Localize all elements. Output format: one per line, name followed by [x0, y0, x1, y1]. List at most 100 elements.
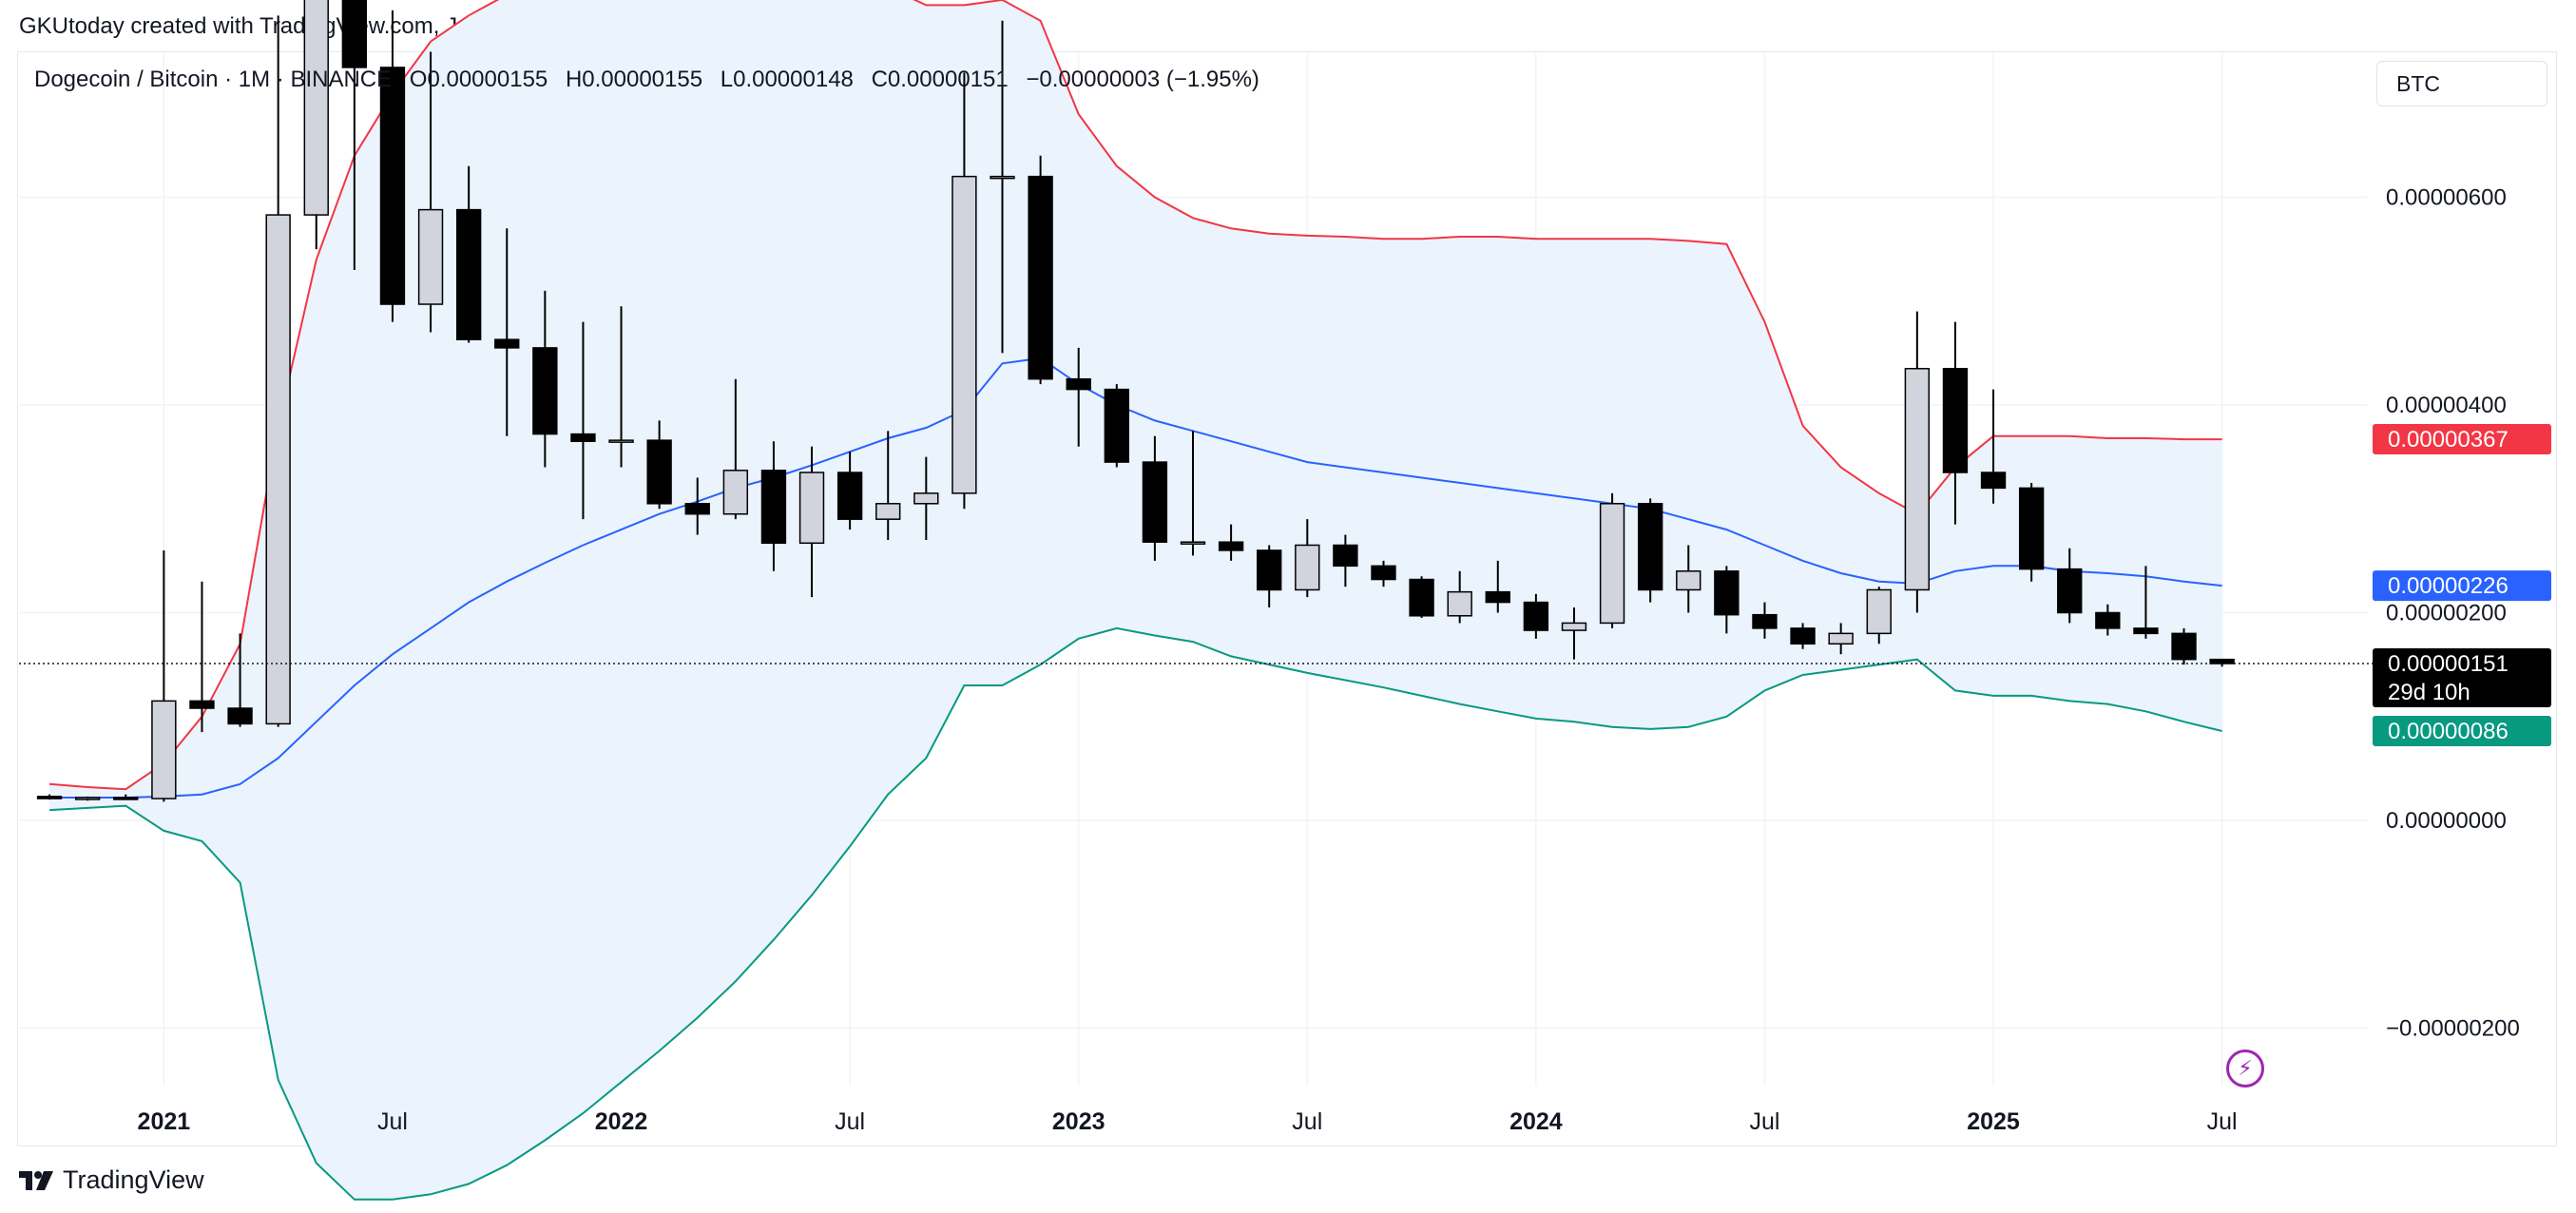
candle [875, 431, 901, 541]
candle-body-up [1828, 632, 1854, 645]
candle-body-down [2057, 568, 2083, 614]
candle [570, 321, 596, 520]
candle-body-down [570, 433, 596, 442]
candle [1714, 566, 1740, 634]
candle [1257, 545, 1282, 608]
candle-body-down [1409, 578, 1434, 617]
candle-body-up [303, 0, 329, 216]
x-tick-label: 2022 [595, 1108, 648, 1135]
candle-body-down [646, 439, 672, 505]
candle-body-up [952, 175, 977, 494]
candle-body-down [836, 472, 863, 520]
candle [74, 796, 101, 801]
candle-body-down [189, 700, 215, 709]
candle-body-down [1257, 549, 1282, 591]
candle-body-down [760, 470, 787, 545]
chart-frame [17, 51, 2557, 1146]
currency-button[interactable]: BTC [2376, 61, 2547, 106]
candle [1904, 311, 1931, 613]
candle-body-down [1790, 627, 1816, 645]
candle-body-up [722, 470, 749, 515]
y-tick-label: 0.00000000 [2386, 808, 2507, 834]
candle [798, 446, 825, 598]
candle-body-down [2018, 487, 2045, 570]
candle [1980, 389, 2007, 504]
candle [532, 290, 558, 468]
open-value: O0.00000155 [409, 67, 548, 92]
x-tick-label: 2021 [138, 1108, 191, 1135]
candle-body-down [1028, 175, 1053, 380]
y-tick-label: 0.00000600 [2386, 185, 2507, 211]
candle [760, 441, 787, 571]
candle [2018, 482, 2045, 582]
candle-body-down [341, 0, 368, 68]
candle [265, 15, 291, 727]
candle-body-down [494, 338, 520, 349]
candle [227, 633, 253, 727]
y-tick-label: 0.00000800 [2386, 0, 2507, 3]
candle-body-down [379, 67, 406, 305]
candle-body-up [875, 503, 901, 520]
candle-body-up [417, 208, 444, 305]
candle-body-down [2133, 627, 2159, 635]
price-tag-label: 0.00000151 [2388, 651, 2509, 677]
candle-body-down [1942, 368, 1969, 473]
candle-body-down [532, 347, 558, 435]
candle [1942, 321, 1969, 525]
price-tag: 0.00000151 29d 10h [2373, 648, 2551, 708]
x-tick-label: 2024 [1509, 1108, 1563, 1135]
candle [113, 794, 139, 800]
price-tag: 0.00000226 [2373, 570, 2551, 602]
price-tag-label: 0.00000367 [2388, 427, 2509, 452]
price-tag-bg [2373, 648, 2551, 708]
candle-body-down [2171, 632, 2197, 661]
candle [2209, 658, 2235, 667]
candle [1066, 347, 1091, 447]
candle [1409, 576, 1434, 618]
price-tag-bg [2373, 570, 2551, 602]
candle [684, 477, 710, 535]
tradingview-logo[interactable]: TradingView [19, 1165, 204, 1195]
candle [151, 549, 177, 802]
symbol-label[interactable]: Dogecoin / Bitcoin · 1M · BINANCE [34, 67, 393, 92]
candle [1790, 623, 1816, 649]
candle-body-down [1333, 544, 1358, 568]
candle [1104, 384, 1129, 468]
candle [913, 456, 939, 541]
price-tag-bg [2373, 716, 2551, 747]
candle [646, 420, 672, 510]
x-tick-label: 2023 [1052, 1108, 1105, 1135]
candle [455, 165, 482, 343]
candle-body-down [1714, 570, 1740, 616]
bollinger-upper-line [49, 0, 2222, 791]
candle-body-down [1066, 377, 1091, 391]
candle-body-up [151, 700, 177, 799]
price-tag-bg [2373, 424, 2551, 455]
candle-body-down [227, 707, 253, 725]
candle [1866, 587, 1892, 645]
candle [1028, 155, 1053, 385]
y-tick-label: 0.00000400 [2386, 393, 2507, 418]
candle-body-up [1599, 503, 1625, 625]
candle-body-up [1180, 541, 1206, 545]
lightning-bolt-icon[interactable]: ⚡ [2226, 1049, 2264, 1088]
ohlc-legend: Dogecoin / Bitcoin · 1M · BINANCE O0.000… [34, 67, 1271, 93]
candle [1142, 435, 1168, 561]
price-tag-countdown: 29d 10h [2388, 680, 2470, 705]
candle [189, 581, 215, 733]
price-tag-label: 0.00000226 [2388, 573, 2509, 599]
candle-body-up [990, 175, 1015, 180]
candle [1599, 492, 1625, 628]
change-value: −0.00000003 (−1.95%) [1026, 67, 1259, 92]
candle-body-down [1218, 541, 1244, 551]
candle-body-down [455, 208, 482, 340]
candle [303, 0, 329, 250]
candle-body-up [798, 472, 825, 545]
candle [1676, 545, 1701, 613]
candle [1218, 524, 1244, 561]
candle-body-down [2209, 658, 2235, 664]
candle [722, 378, 749, 520]
bollinger-band-fill [49, 0, 2222, 1200]
y-tick-label: 0.00000200 [2386, 601, 2507, 626]
